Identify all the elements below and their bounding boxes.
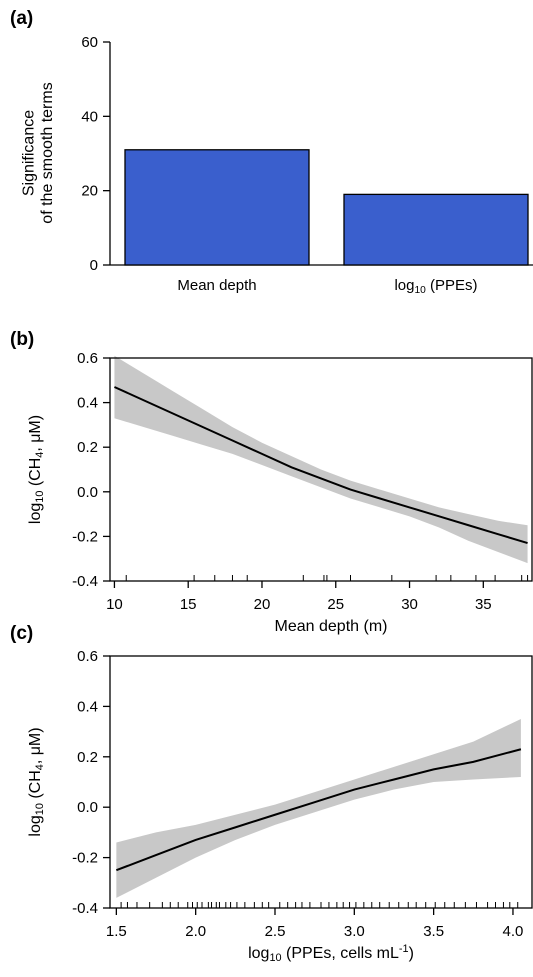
panel-a-category-label-part: Mean depth: [177, 277, 256, 294]
panel-b-x-tick-label: 25: [327, 596, 344, 613]
panel-b-x-tick-label: 20: [254, 596, 271, 613]
panel-b-confidence-band: [114, 355, 528, 564]
panel-c-y-tick-label: 0.2: [77, 749, 98, 766]
panel-c-y-axis-title-part: 4: [34, 764, 46, 770]
panel-c-x-tick-label: 3.0: [344, 923, 365, 940]
panel-c-y-tick-label: 0.6: [77, 648, 98, 665]
panel-c-x-axis-title-part: ): [409, 945, 414, 962]
panel-c-y-axis-title: log10 (CH4, μM): [27, 727, 46, 836]
panel-a-y-axis-title: Significanceof the smooth terms: [20, 82, 55, 223]
panel-c-y-tick-label: -0.2: [72, 850, 98, 867]
panel-c-label: (c): [10, 623, 33, 644]
panel-a-category-label-part: (PPEs): [426, 277, 478, 294]
panel-c-confidence-band: [116, 719, 521, 898]
panel-b-y-tick-label: 0.4: [77, 395, 98, 412]
panel-b-y-axis-title-part: (CH: [27, 458, 44, 491]
panel-b-y-axis-title-part: 10: [34, 491, 46, 503]
panel-b-y-axis-title-part: , μM): [27, 415, 44, 452]
panel-c-y-tick-label: -0.4: [72, 900, 98, 917]
panel-c-fitted-line: [115, 748, 522, 872]
panel-c-x-tick-label: 2.0: [185, 923, 206, 940]
panel-c-y-axis-title-part: (CH: [27, 770, 44, 803]
panel-c-x-axis-title-part: 10: [269, 952, 281, 964]
panel-b-y-tick-label: -0.4: [72, 573, 98, 590]
bar-2: [343, 193, 529, 266]
panel-b-y-tick-label: 0.2: [77, 439, 98, 456]
panel-c-x-axis-title-part: log: [248, 945, 269, 962]
panel-b-y-tick-label: -0.2: [72, 528, 98, 545]
panel-c-y-tick-label: 0.4: [77, 698, 98, 715]
panel-a-y-tick-label: 0: [90, 257, 98, 274]
panel-c-y-tick-label: 0.0: [77, 799, 98, 816]
panel-b-y-axis-title-part: 4: [34, 452, 46, 458]
panel-b-x-tick-label: 15: [180, 596, 197, 613]
panel-b-x-axis-title: Mean depth (m): [275, 618, 388, 635]
panel-c-plot-box: [109, 655, 533, 909]
panel-c-x-axis-title-part: (PPEs, cells mL: [282, 945, 399, 962]
panel-b-x-tick-label: 10: [106, 596, 123, 613]
panel-a-category-label: log10 (PPEs): [394, 277, 477, 296]
panel-b-y-axis-title-part: log: [27, 503, 44, 524]
panel-c-x-tick-label: 3.5: [423, 923, 444, 940]
panel-a-category-label-part: 10: [415, 285, 427, 296]
panel-a-category-label-part: log: [394, 277, 414, 294]
panel-a-y-axis-title-line: Significance: [20, 110, 37, 196]
panel-b-fitted-line: [114, 386, 528, 545]
panel-a-label: (a): [10, 8, 33, 29]
bar-1: [124, 149, 310, 266]
panel-b-x-tick-label: 35: [475, 596, 492, 613]
panel-b-label: (b): [10, 329, 34, 350]
panel-a-category-label: Mean depth: [177, 277, 256, 294]
panel-b-x-tick-label: 30: [401, 596, 418, 613]
panel-a-y-axis-title-line: of the smooth terms: [39, 82, 56, 223]
panel-c-x-tick-label: 1.5: [106, 923, 127, 940]
panel-a-y-tick-label: 60: [81, 34, 98, 51]
panel-b-y-tick-label: 0.0: [77, 484, 98, 501]
panel-c-y-axis-title-part: log: [27, 815, 44, 836]
panel-b-y-axis-title: log10 (CH4, μM): [27, 415, 46, 524]
panel-c-x-tick-label: 2.5: [265, 923, 286, 940]
panel-c-y-axis-title-part: 10: [34, 803, 46, 815]
panel-b-plot-box: [109, 357, 533, 582]
panel-b-y-tick-label: 0.6: [77, 350, 98, 367]
panel-c-x-axis-title: log10 (PPEs, cells mL-1): [248, 943, 414, 964]
panel-a-y-tick-label: 40: [81, 108, 98, 125]
panel-c-x-axis-title-part: -1: [399, 943, 409, 955]
panel-c-x-tick-label: 4.0: [503, 923, 524, 940]
panel-a-y-tick-label: 20: [81, 183, 98, 200]
panel-c-y-axis-title-part: , μM): [27, 727, 44, 764]
